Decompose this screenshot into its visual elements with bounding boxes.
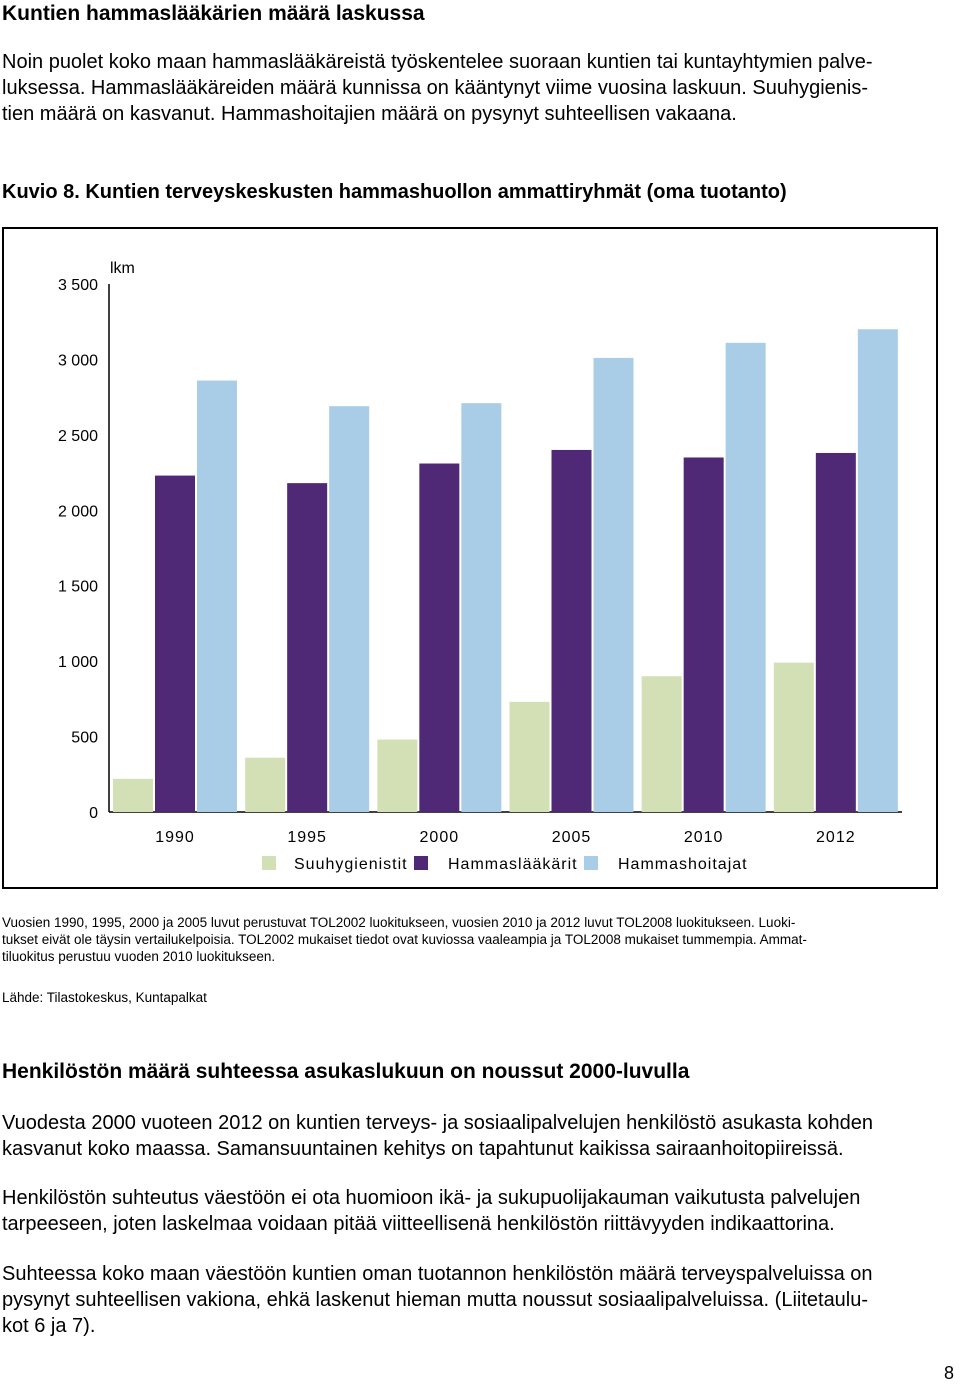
bar-hammashoitajat — [329, 406, 370, 812]
bar-hammashoitajat — [857, 329, 898, 812]
y-tick-label: 0 — [89, 805, 98, 822]
bar-hammashoitajat — [461, 403, 502, 812]
paragraph-line: Noin puolet koko maan hammaslääkäreistä … — [2, 51, 873, 73]
legend-label: Hammashoitajat — [618, 856, 748, 873]
paragraph-3: Suhteessa koko maan väestöön kuntien oma… — [2, 1261, 873, 1339]
bar-hammashoitajat — [725, 342, 766, 812]
y-tick-label: 3 500 — [58, 277, 98, 294]
bar-hammashoitajat — [593, 357, 634, 812]
y-axis-label: lkm — [110, 260, 135, 277]
x-tick-label: 2005 — [552, 829, 592, 846]
x-tick-label: 2000 — [420, 829, 460, 846]
bar-suuhygienistit — [377, 739, 418, 812]
legend-swatch — [262, 856, 276, 870]
paragraph-line: kasvanut koko maassa. Samansuuntainen ke… — [2, 1138, 844, 1160]
legend-swatch — [584, 856, 598, 870]
bar-suuhygienistit — [641, 676, 682, 812]
paragraph-line: tien määrä on kasvanut. Hammashoitajien … — [2, 103, 737, 125]
bar-hammasl-k-rit — [419, 463, 460, 812]
paragraph-line: tarpeeseen, joten laskelmaa voidaan pitä… — [2, 1213, 835, 1235]
bar-hammasl-k-rit — [815, 452, 856, 812]
bar-chart: 0 500 1 000 1 500 2 000 2 500 3 000 3 500 lkm 199… — [58, 260, 902, 873]
y-tick-label: 500 — [71, 730, 98, 747]
bar-suuhygienistit — [113, 778, 153, 812]
bar-hammashoitajat — [197, 380, 237, 812]
paragraph-line: luksessa. Hammaslääkäreiden määrä kunnis… — [2, 77, 868, 99]
chart-frame: 0 500 1 000 1 500 2 000 2 500 3 000 3 500 lkm 199… — [2, 227, 938, 889]
x-tick-label: 1995 — [287, 829, 327, 846]
note-line: Vuosien 1990, 1995, 2000 ja 2005 luvut p… — [2, 915, 796, 930]
paragraph-1: Vuodesta 2000 vuoteen 2012 on kuntien te… — [2, 1110, 873, 1162]
chart-notes: Vuosien 1990, 1995, 2000 ja 2005 luvut p… — [2, 914, 807, 965]
paragraph-line: Vuodesta 2000 vuoteen 2012 on kuntien te… — [2, 1112, 873, 1134]
x-tick-label: 2010 — [684, 829, 724, 846]
note-line: tiluokitus perustuu vuoden 2010 luokituk… — [2, 949, 276, 964]
figure-title: Kuntien terveyskeskusten hammashuollon a… — [85, 181, 787, 203]
figure-caption: Kuvio 8. Kuntien terveyskeskusten hammas… — [2, 180, 787, 204]
bar-suuhygienistit — [245, 757, 286, 812]
y-tick-label: 2 000 — [58, 503, 98, 520]
y-tick-label: 2 500 — [58, 428, 98, 445]
note-line: tukset eivät ole täysin vertailukelpoisi… — [2, 932, 807, 947]
bar-hammasl-k-rit — [287, 483, 328, 812]
bar-hammasl-k-rit — [551, 449, 592, 812]
x-tick-label: 1990 — [155, 829, 195, 846]
legend-label: Suuhygienistit — [294, 856, 408, 873]
section-heading-2: Henkilöstön määrä suhteessa asukaslukuun… — [2, 1060, 690, 1083]
paragraph-line: Henkilöstön suhteutus väestöön ei ota hu… — [2, 1187, 861, 1209]
bar-suuhygienistit — [773, 662, 814, 812]
paragraph-line: pysynyt suhteellisen vakiona, ehkä laske… — [2, 1289, 869, 1311]
bar-hammasl-k-rit — [155, 475, 195, 812]
chart-source: Lähde: Tilastokeskus, Kuntapalkat — [2, 990, 207, 1005]
paragraph-line: kot 6 ja 7). — [2, 1315, 96, 1337]
legend-label: Hammaslääkärit — [448, 856, 578, 873]
bar-hammasl-k-rit — [683, 457, 724, 812]
page-number: 8 — [943, 1363, 954, 1383]
bar-suuhygienistit — [509, 701, 550, 812]
x-tick-label: 2012 — [816, 829, 856, 846]
y-tick-label: 1 000 — [58, 654, 98, 671]
figure-label: Kuvio 8. — [2, 181, 80, 203]
paragraph-2: Henkilöstön suhteutus väestöön ei ota hu… — [2, 1185, 860, 1237]
y-tick-label: 3 000 — [58, 352, 98, 369]
legend-swatch — [414, 856, 428, 870]
y-tick-label: 1 500 — [58, 579, 98, 596]
intro-paragraph: Noin puolet koko maan hammaslääkäreistä … — [2, 49, 873, 127]
section-heading: Kuntien hammaslääkärien määrä laskussa — [2, 2, 425, 25]
paragraph-line: Suhteessa koko maan väestöön kuntien oma… — [2, 1263, 873, 1285]
